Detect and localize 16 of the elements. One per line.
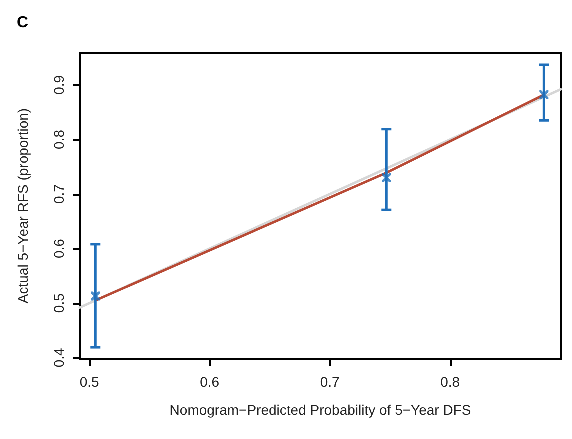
chart-title: C xyxy=(17,14,29,32)
x-tick-label: 0.6 xyxy=(200,374,220,390)
y-tick-label: 0.5 xyxy=(51,293,67,314)
point xyxy=(91,292,100,301)
x-tick-label: 0.7 xyxy=(320,374,340,390)
y-tick-label: 0.4 xyxy=(51,348,67,368)
y-tick-label: 0.7 xyxy=(51,184,67,204)
y-tick-label: 0.6 xyxy=(51,238,67,259)
y-tick-label: 0.9 xyxy=(51,75,67,95)
x-tick-label: 0.5 xyxy=(80,374,100,390)
x-axis-title: Nomogram−Predicted Probability of 5−Year DFS xyxy=(170,402,472,418)
point xyxy=(540,90,549,100)
y-axis-title: Actual 5−Year RFS (proportion) xyxy=(15,108,31,304)
point xyxy=(382,173,392,182)
y-tick-label: 0.8 xyxy=(51,130,67,150)
x-tick-label: 0.8 xyxy=(440,374,460,390)
